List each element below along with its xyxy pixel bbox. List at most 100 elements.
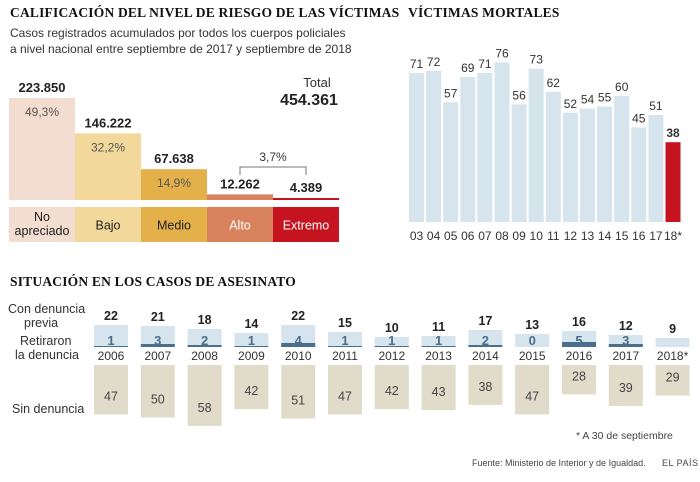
death-year-label-13: 16 — [632, 229, 646, 243]
risk-category-box-4 — [273, 207, 339, 242]
risk-category-box-1 — [75, 207, 141, 242]
risk-value-label-3: 12.262 — [220, 176, 260, 191]
death-bar-15 — [665, 142, 681, 222]
death-year-label-0: 03 — [410, 229, 424, 243]
death-bar-13 — [631, 127, 647, 222]
risk-percent-label-1: 32,2% — [91, 140, 125, 154]
death-bar-14 — [648, 114, 664, 222]
risk-bracket-label: 3,7% — [259, 150, 287, 164]
risk-bar-0 — [9, 98, 75, 200]
no-complaint-value-label-2: 58 — [198, 401, 212, 415]
no-complaint-bar-9 — [515, 365, 550, 415]
murder-year-label-2: 2008 — [191, 349, 218, 363]
murder-year-label-1: 2007 — [144, 349, 171, 363]
death-value-label-13: 45 — [632, 112, 646, 126]
no-complaint-bar-8 — [468, 365, 503, 405]
risk-bar-1 — [75, 133, 141, 200]
risk-chart-subtitle-line2: a nivel nacional entre septiembre de 201… — [10, 42, 352, 56]
murder-year-label-9: 2015 — [519, 349, 546, 363]
no-complaint-value-label-8: 38 — [478, 380, 492, 394]
withdrawn-value-label-5: 1 — [341, 333, 348, 348]
risk-bar-3 — [207, 194, 273, 200]
death-year-label-8: 11 — [547, 229, 560, 243]
withdrawn-bar-3 — [234, 346, 269, 347]
complaint-bar-0 — [94, 325, 128, 347]
no-complaint-bar-7 — [421, 365, 456, 411]
risk-category-box-3 — [207, 207, 273, 242]
complaint-value-label-9: 13 — [525, 318, 539, 332]
no-complaint-value-label-9: 47 — [525, 389, 539, 403]
withdrawn-value-label-0: 1 — [107, 333, 114, 348]
death-year-label-15: 18* — [664, 229, 682, 243]
row-label-withdrawn-1: Retiraron — [20, 334, 71, 348]
death-value-label-5: 76 — [495, 46, 509, 60]
no-complaint-bar-12 — [655, 365, 690, 396]
death-year-label-3: 06 — [461, 229, 475, 243]
risk-total-label: Total — [303, 75, 331, 90]
row-label-complaint-2: previa — [24, 316, 58, 330]
withdrawn-bar-1 — [140, 344, 175, 347]
death-value-label-8: 62 — [547, 76, 561, 90]
death-bar-11 — [597, 106, 613, 222]
complaint-value-label-12: 9 — [669, 322, 676, 336]
withdrawn-bar-5 — [328, 346, 362, 347]
no-complaint-bar-1 — [140, 365, 175, 418]
risk-category-label-0-1: apreciado — [15, 224, 70, 238]
death-bar-3 — [460, 77, 476, 222]
death-bar-5 — [494, 62, 510, 223]
death-value-label-10: 54 — [581, 93, 595, 107]
no-complaint-bar-5 — [328, 365, 362, 415]
death-value-label-9: 52 — [564, 97, 578, 111]
death-bar-7 — [528, 68, 544, 222]
death-value-label-1: 72 — [427, 55, 441, 69]
source-credit: Fuente: Ministerio de Interior y de Igua… — [472, 458, 646, 468]
risk-value-label-2: 67.638 — [154, 151, 194, 166]
complaint-bar-1 — [140, 326, 175, 347]
no-complaint-value-label-11: 39 — [619, 381, 633, 395]
risk-category-box-2 — [141, 207, 207, 242]
murder-year-label-11: 2017 — [612, 349, 639, 363]
death-year-label-10: 13 — [581, 229, 595, 243]
row-label-no-complaint: Sin denuncia — [12, 402, 84, 416]
death-bar-6 — [511, 104, 527, 222]
withdrawn-bar-0 — [94, 346, 128, 347]
complaint-bar-8 — [468, 330, 503, 347]
death-year-label-9: 12 — [564, 229, 578, 243]
death-year-label-5: 08 — [495, 229, 509, 243]
complaint-bar-2 — [187, 329, 222, 347]
murder-year-label-5: 2011 — [332, 349, 358, 363]
complaint-value-label-2: 18 — [198, 313, 212, 327]
death-value-label-14: 51 — [649, 99, 663, 113]
withdrawn-value-label-6: 1 — [388, 333, 395, 348]
death-year-label-6: 09 — [512, 229, 526, 243]
risk-category-label-1-0: Bajo — [95, 219, 120, 233]
death-bar-10 — [580, 108, 595, 222]
complaint-bar-3 — [234, 333, 269, 347]
withdrawn-value-label-3: 1 — [248, 333, 255, 348]
risk-chart-subtitle-line1: Casos registrados acumulados por todos l… — [10, 26, 346, 40]
complaint-bar-9 — [515, 334, 550, 347]
no-complaint-value-label-6: 42 — [385, 384, 399, 398]
brand-credit: EL PAÍS — [662, 458, 699, 468]
death-year-label-11: 14 — [598, 229, 612, 243]
death-value-label-4: 71 — [478, 57, 492, 71]
no-complaint-bar-6 — [374, 365, 409, 410]
complaint-bar-4 — [281, 325, 316, 347]
no-complaint-value-label-4: 51 — [291, 394, 305, 408]
murder-year-label-0: 2006 — [98, 349, 125, 363]
death-year-label-12: 15 — [615, 229, 629, 243]
risk-bar-extremo-line — [273, 198, 339, 200]
complaint-value-label-6: 10 — [385, 321, 399, 335]
death-bar-12 — [614, 96, 630, 222]
death-value-label-6: 56 — [512, 88, 526, 102]
withdrawn-bar-6 — [374, 346, 409, 347]
complaint-value-label-0: 22 — [104, 309, 118, 323]
death-value-label-15: 38 — [666, 126, 680, 140]
murder-year-label-10: 2016 — [566, 349, 593, 363]
risk-category-label-3-0: Alto — [229, 219, 251, 233]
death-value-label-7: 73 — [530, 53, 544, 67]
no-complaint-value-label-1: 50 — [151, 393, 165, 407]
no-complaint-bar-11 — [608, 365, 643, 406]
